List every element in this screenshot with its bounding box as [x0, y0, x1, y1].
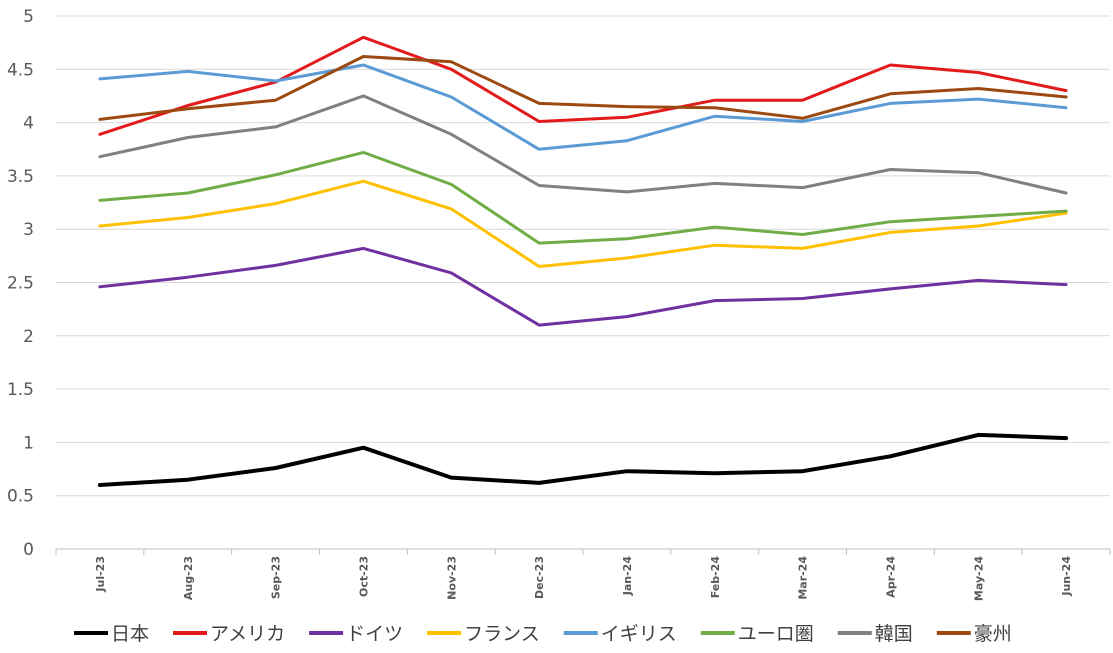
series-line-2 — [98, 246, 1068, 327]
legend-item: 韓国 — [837, 623, 913, 645]
y-tick-label: 0 — [23, 540, 34, 560]
x-tick-label: Sep-23 — [270, 556, 283, 599]
x-tick-label: May-24 — [972, 556, 985, 601]
series-line-7 — [98, 55, 1068, 121]
x-tick-label: Jan-24 — [621, 556, 634, 597]
x-tick-label: Jun-24 — [1060, 556, 1073, 597]
legend-label: フランス — [464, 623, 540, 645]
series-line-6 — [98, 94, 1068, 195]
series-line-3 — [98, 179, 1068, 268]
legend-label: ユーロ圏 — [738, 623, 814, 645]
series-line-0 — [97, 432, 1069, 487]
legend-item: フランス — [427, 623, 540, 645]
legend-label: アメリカ — [210, 623, 285, 645]
legend-item: イギリス — [563, 623, 677, 645]
legend-item: 日本 — [74, 623, 149, 645]
legend-label: 韓国 — [875, 623, 913, 645]
legend-label: イギリス — [601, 623, 677, 645]
legend-label: 豪州 — [974, 623, 1012, 645]
series-line-5 — [98, 150, 1068, 245]
y-tick-label: 5 — [23, 7, 34, 27]
series-line-1 — [98, 35, 1068, 136]
y-axis: 0 0.5 1 1.5 2 2.5 3 3.5 4 4.5 5 — [7, 7, 34, 560]
y-tick-label: 4 — [23, 114, 34, 134]
x-tick-label: Dec-23 — [533, 556, 546, 599]
legend-label: 日本 — [111, 623, 149, 645]
y-tick-label: 2 — [23, 327, 34, 347]
x-tick-label: Mar-24 — [797, 556, 810, 600]
x-axis: Jul-23 Aug-23 Sep-23 Oct-23 Nov-23 Dec-23 Jan-… — [55, 548, 1111, 601]
series-line-4 — [98, 63, 1068, 151]
y-tick-label: 3 — [23, 220, 34, 240]
x-tick-label: Oct-23 — [357, 556, 370, 597]
x-tick-label: Apr-24 — [884, 556, 897, 598]
x-tick-label: Nov-23 — [445, 556, 458, 600]
legend: 日本 アメリカ ドイツ フランス イギリス ユーロ圏 韓国 豪州 — [74, 623, 1012, 645]
legend-label: ドイツ — [346, 623, 403, 645]
gridlines — [56, 15, 1110, 497]
x-tick-label: Aug-23 — [182, 556, 195, 600]
series-lines — [97, 35, 1069, 487]
x-tick-label: Jul-23 — [94, 556, 107, 593]
y-tick-label: 2.5 — [7, 274, 34, 294]
y-tick-label: 1.5 — [7, 380, 34, 400]
legend-item: ドイツ — [309, 623, 403, 645]
x-tick-label: Feb-24 — [709, 556, 722, 599]
legend-item: アメリカ — [173, 623, 285, 645]
y-tick-label: 4.5 — [7, 60, 34, 80]
legend-item: 豪州 — [936, 623, 1012, 645]
y-tick-label: 0.5 — [7, 487, 34, 507]
legend-item: ユーロ圏 — [700, 623, 814, 645]
y-tick-label: 1 — [23, 433, 34, 453]
y-tick-label: 3.5 — [7, 167, 34, 187]
